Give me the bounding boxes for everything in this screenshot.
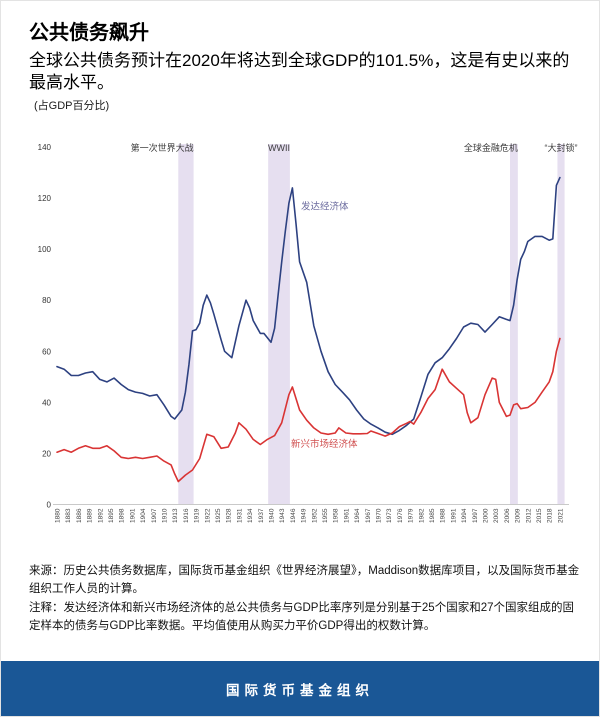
- x-tick-1985: 1985: [429, 508, 436, 523]
- chart-subtitle: 全球公共债务预计在2020年将达到全球GDP的101.5%，这是有史以来的最高水…: [29, 51, 570, 92]
- y-tick-20: 20: [42, 449, 51, 458]
- y-tick-140: 140: [38, 143, 52, 152]
- x-tick-1943: 1943: [279, 508, 286, 523]
- x-tick-1889: 1889: [87, 508, 94, 523]
- x-tick-1952: 1952: [311, 508, 318, 523]
- series-label-1: 新兴市场经济体: [291, 438, 358, 450]
- x-tick-1904: 1904: [140, 508, 147, 523]
- event-band-label-3: “大封锁”: [545, 142, 578, 153]
- x-tick-1946: 1946: [290, 508, 297, 523]
- x-tick-1886: 1886: [76, 508, 83, 523]
- x-tick-1964: 1964: [354, 508, 361, 523]
- x-tick-1940: 1940: [269, 508, 276, 523]
- x-tick-1973: 1973: [386, 508, 393, 523]
- x-tick-1925: 1925: [215, 508, 222, 523]
- y-tick-100: 100: [38, 245, 52, 254]
- y-tick-60: 60: [42, 347, 51, 356]
- x-tick-1898: 1898: [119, 508, 126, 523]
- x-tick-2018: 2018: [547, 508, 554, 523]
- y-tick-120: 120: [38, 194, 52, 203]
- x-tick-2015: 2015: [536, 508, 543, 523]
- series-label-0: 发达经济体: [301, 201, 349, 213]
- series-line-0: [56, 176, 561, 436]
- x-tick-1892: 1892: [97, 508, 104, 523]
- x-tick-1976: 1976: [397, 508, 404, 523]
- x-tick-1961: 1961: [343, 508, 350, 523]
- header: 公共债务飙升 全球公共债务预计在2020年将达到全球GDP的101.5%，这是有…: [29, 21, 585, 93]
- x-tick-1907: 1907: [151, 508, 158, 523]
- x-tick-1910: 1910: [162, 508, 169, 523]
- source-note: 来源：历史公共债务数据库，国际货币基金组织《世界经济展望》，Maddison数据…: [29, 565, 580, 595]
- imf-footer: 国际货币基金组织: [1, 661, 599, 716]
- x-tick-2006: 2006: [504, 508, 511, 523]
- x-tick-1895: 1895: [108, 508, 115, 523]
- y-axis-unit-label: (占GDP百分比): [34, 100, 110, 112]
- x-tick-1949: 1949: [301, 508, 308, 523]
- x-tick-1880: 1880: [55, 508, 62, 523]
- x-tick-1937: 1937: [258, 508, 265, 523]
- x-tick-1883: 1883: [65, 508, 72, 523]
- event-band-label-1: WWII: [268, 143, 290, 153]
- x-tick-1916: 1916: [183, 508, 190, 523]
- x-tick-1928: 1928: [226, 508, 233, 523]
- event-band-label-0: 第一次世界大战: [131, 142, 194, 153]
- x-tick-2003: 2003: [493, 508, 500, 523]
- x-tick-1988: 1988: [440, 508, 447, 523]
- series-line-1: [56, 337, 561, 483]
- y-tick-80: 80: [42, 296, 51, 305]
- imf-brand-text: 国际货币基金组织: [226, 682, 374, 698]
- event-band-1: [268, 144, 290, 505]
- x-tick-1979: 1979: [408, 508, 415, 523]
- y-tick-0: 0: [47, 501, 52, 510]
- event-band-2: [509, 144, 518, 505]
- x-tick-1913: 1913: [172, 508, 179, 523]
- x-tick-1991: 1991: [450, 508, 457, 523]
- x-tick-1967: 1967: [365, 508, 372, 523]
- page-title: 公共债务飙升: [29, 22, 149, 44]
- x-tick-1970: 1970: [376, 508, 383, 523]
- x-tick-1922: 1922: [204, 508, 211, 523]
- x-tick-1955: 1955: [322, 508, 329, 523]
- event-band-3: [557, 144, 565, 505]
- x-tick-1931: 1931: [236, 508, 243, 523]
- x-tick-2009: 2009: [515, 508, 522, 523]
- x-tick-1958: 1958: [333, 508, 340, 523]
- x-tick-2021: 2021: [557, 508, 564, 523]
- x-tick-2000: 2000: [483, 508, 490, 523]
- y-tick-40: 40: [42, 398, 51, 407]
- methodology-note: 注释：发达经济体和新兴市场经济体的总公共债务与GDP比率序列是分别基于25个国家…: [29, 602, 574, 632]
- x-tick-2012: 2012: [525, 508, 532, 523]
- x-tick-1994: 1994: [461, 508, 468, 523]
- event-band-0: [178, 144, 194, 505]
- x-tick-1982: 1982: [418, 508, 425, 523]
- x-tick-1934: 1934: [247, 508, 254, 523]
- x-tick-1919: 1919: [194, 508, 201, 523]
- event-band-label-2: 全球金融危机: [464, 142, 518, 153]
- x-tick-1997: 1997: [472, 508, 479, 523]
- x-tick-1901: 1901: [129, 508, 136, 523]
